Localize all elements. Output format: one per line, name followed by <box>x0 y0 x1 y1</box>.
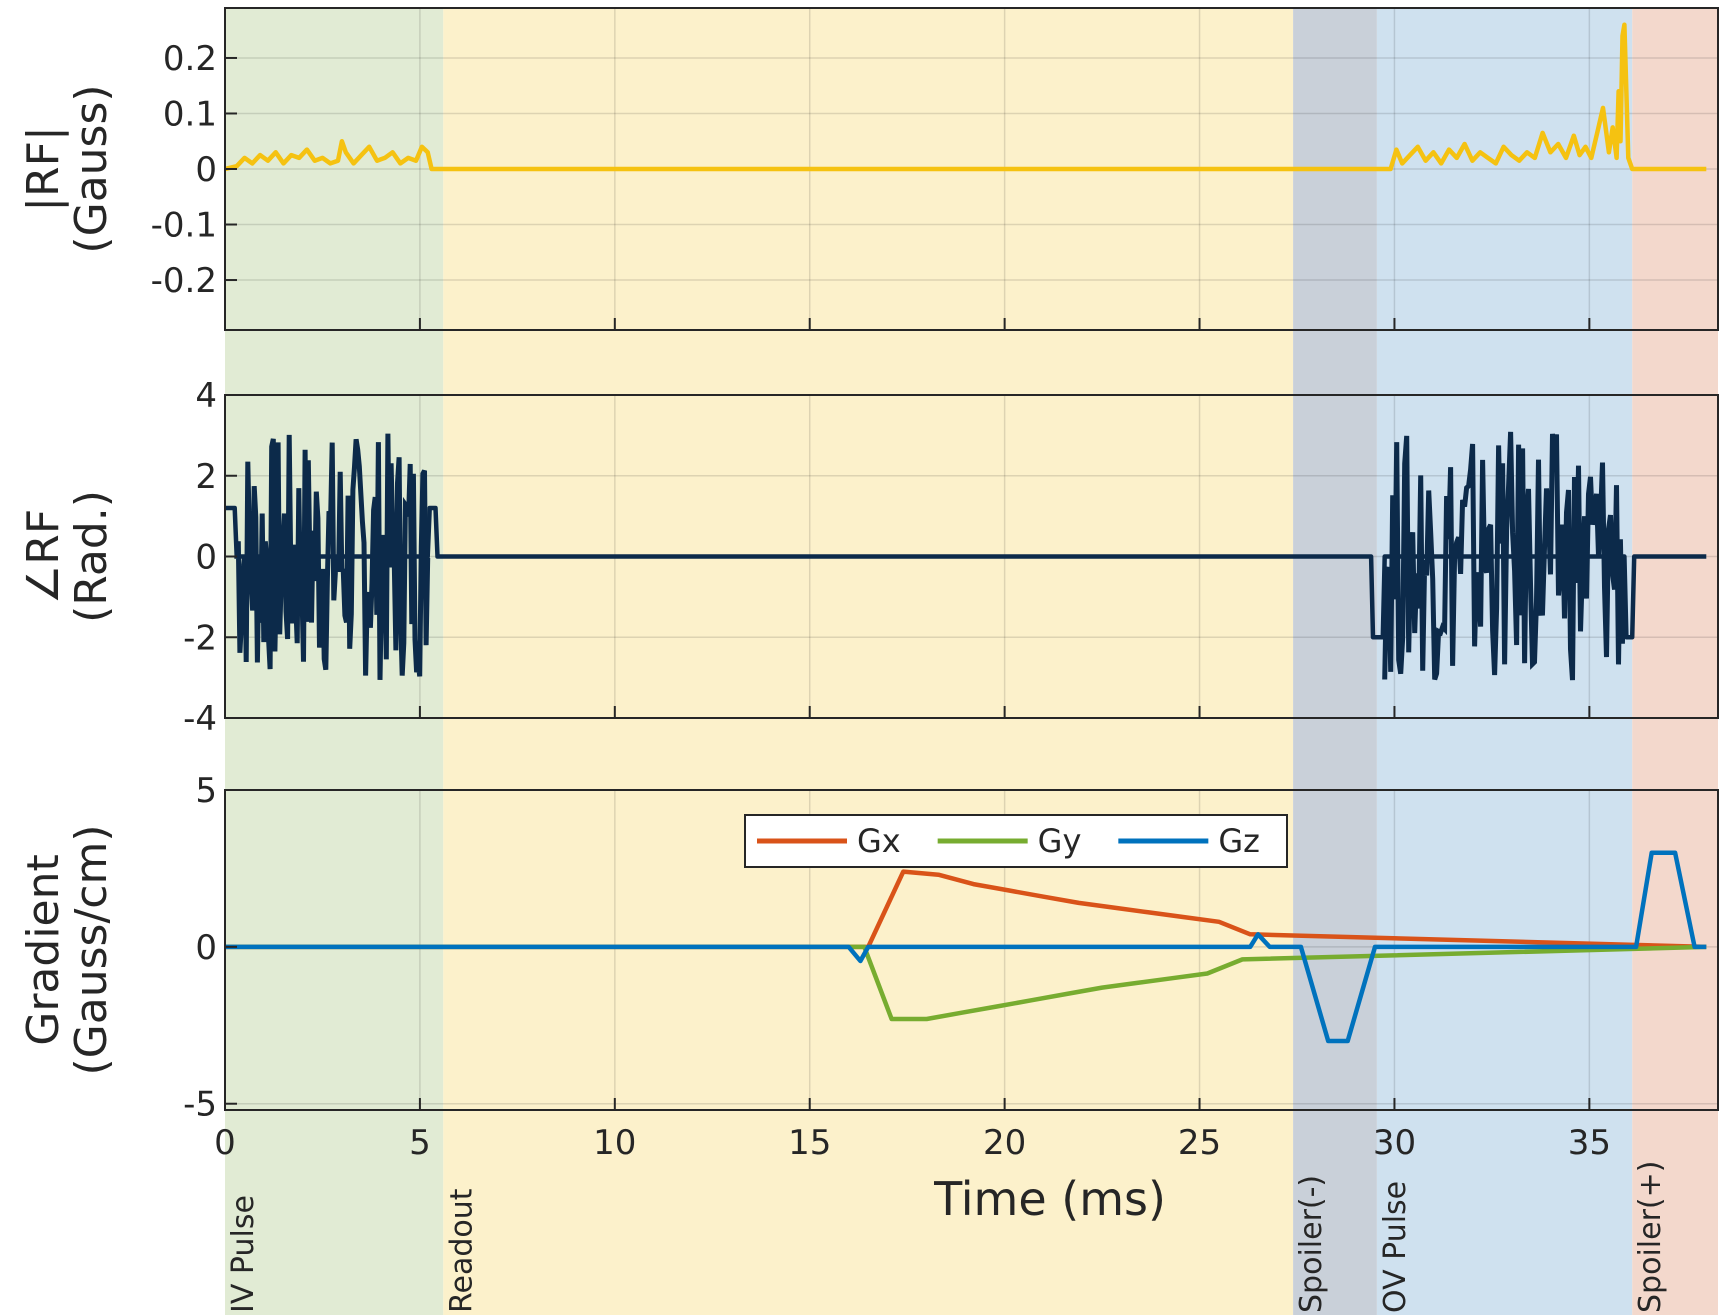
p1-dense-block-0 <box>234 433 431 680</box>
xtick-label-1: 5 <box>409 1123 431 1163</box>
segment-labels: IV Pulse Readout Spoiler(-) OV Pulse Spoiler… <box>226 1161 1668 1313</box>
p1-ylabel-line-1: (Rad.) <box>66 490 117 623</box>
p0-ytick-label-0: -0.2 <box>151 261 217 301</box>
p0-ytick-label-3: 0.1 <box>163 94 217 134</box>
xtick-label-6: 30 <box>1373 1123 1416 1163</box>
p1-dense-block-1 <box>1382 431 1627 681</box>
p1-ylabel-line-0: ∠RF <box>18 509 69 604</box>
p2-series-Gx <box>225 869 1707 950</box>
p2-axes-box <box>224 789 1719 1111</box>
segment-label-1: Readout <box>444 1188 479 1313</box>
p1-ytick-label-0: -4 <box>183 699 217 739</box>
segment-label-3: OV Pulse <box>1378 1181 1413 1313</box>
segment-band-2 <box>1293 8 1377 1315</box>
legend: Gx Gy Gz <box>744 814 1288 868</box>
xtick-label-7: 35 <box>1568 1123 1611 1163</box>
p1-ytick-label-1: -2 <box>183 618 217 658</box>
xtick-label-0: 0 <box>214 1123 236 1163</box>
p0-series-0 <box>224 22 1707 172</box>
p1-ytick-label-2: 0 <box>195 538 217 578</box>
p2-series-Gy <box>225 944 1707 1022</box>
xtick-label-3: 15 <box>788 1123 831 1163</box>
segment-label-4: Spoiler(+) <box>1633 1161 1668 1313</box>
xtick-label-5: 25 <box>1178 1123 1221 1163</box>
segment-band-0 <box>225 8 444 1315</box>
segment-label-0: IV Pulse <box>226 1195 261 1313</box>
legend-label-Gx: Gx <box>857 822 901 860</box>
p0-ylabel-line-1: (Gauss) <box>66 84 117 253</box>
p2-ylabel-line-0: Gradient <box>18 854 69 1046</box>
p1-ytick-label-3: 2 <box>195 457 217 497</box>
axes: -0.2 -0.1 0 0.1 0.2 |RF|(Gauss) -4 -2 0 2 4 ∠RF(Rad… <box>18 7 1719 1163</box>
xtick-label-4: 20 <box>983 1123 1026 1163</box>
p2-ylabel-line-1: (Gauss/cm) <box>66 824 117 1075</box>
p0-ytick-label-1: -0.1 <box>151 206 217 246</box>
p1-ytick-label-4: 4 <box>195 376 217 416</box>
segment-band-4 <box>1632 8 1718 1315</box>
x-axis-label: Time (ms) <box>933 1172 1166 1226</box>
segment-backgrounds <box>225 8 1718 1315</box>
p0-ytick-label-2: 0 <box>195 150 217 190</box>
p2-series-Gz <box>225 850 1707 1044</box>
p2-ytick-label-0: -5 <box>183 1085 217 1125</box>
xtick-label-2: 10 <box>593 1123 636 1163</box>
p2-ytick-label-1: 0 <box>195 928 217 968</box>
legend-label-Gz: Gz <box>1218 822 1260 860</box>
legend-label-Gy: Gy <box>1038 822 1082 860</box>
p0-ylabel-line-0: |RF| <box>18 126 69 212</box>
p2-ytick-label-2: 5 <box>195 771 217 811</box>
segment-label-2: Spoiler(-) <box>1294 1175 1329 1313</box>
segment-band-1 <box>443 8 1294 1315</box>
p0-ytick-label-4: 0.2 <box>163 39 217 79</box>
plot-data <box>224 22 1707 1044</box>
p1-series-0 <box>225 505 1707 640</box>
